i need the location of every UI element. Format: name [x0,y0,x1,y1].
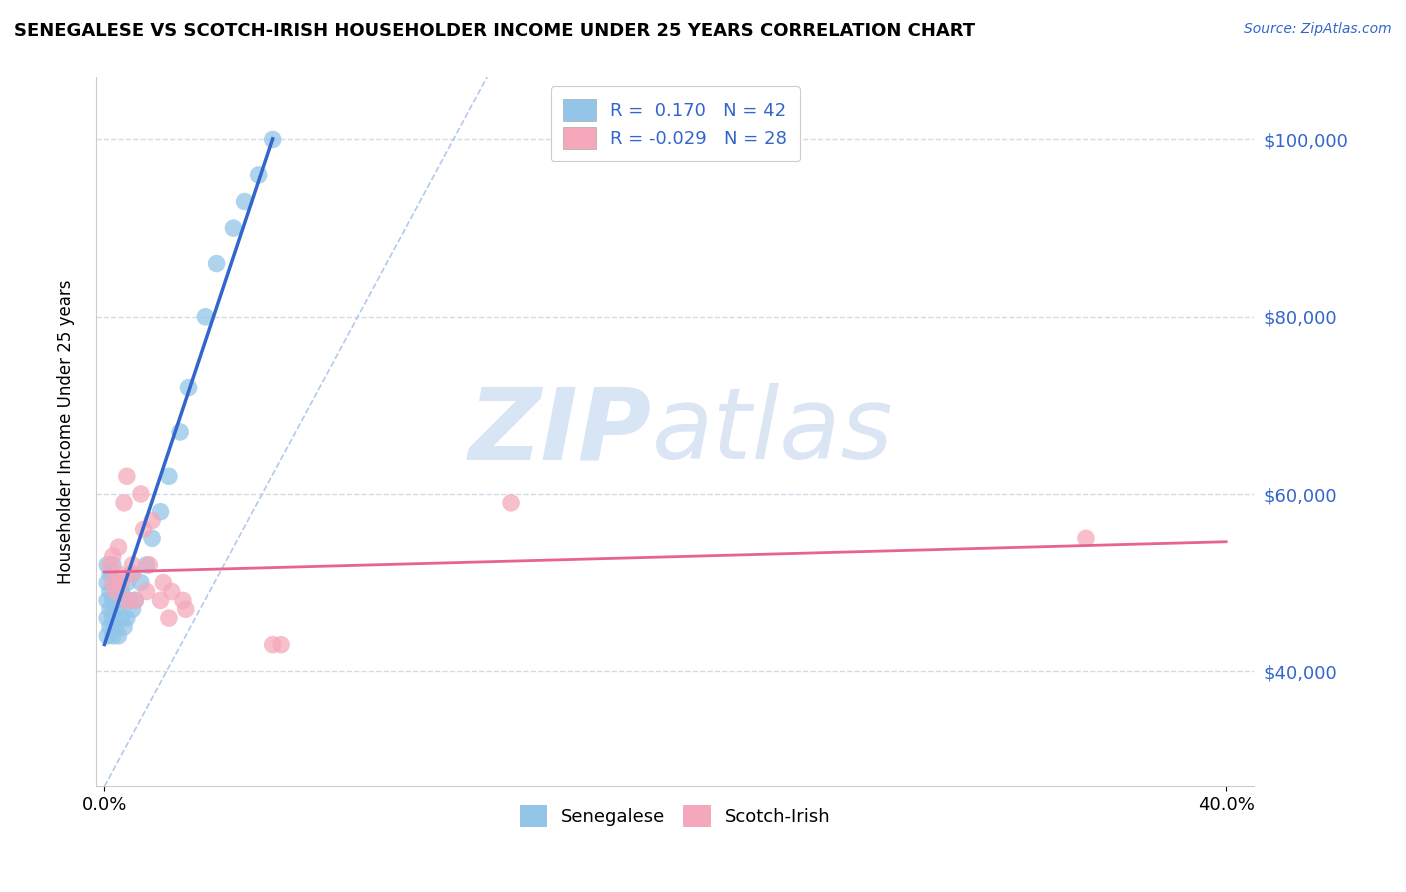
Point [149,505,172,519]
Point [96,575,118,590]
Point [135,558,157,572]
Point [104,575,127,590]
Point [194,310,217,324]
Point [98,620,121,634]
Point [98,558,121,572]
Point [138,558,160,572]
Point [112,620,135,634]
Point [233,194,256,209]
Point [115,593,138,607]
Point [499,496,522,510]
Point [107,593,129,607]
Point [107,575,129,590]
Point [101,593,124,607]
Point [135,584,157,599]
Point [169,425,191,439]
Point [149,593,172,607]
Point [132,523,155,537]
Point [101,549,124,563]
Point [124,593,146,607]
Point [172,593,194,607]
Point [101,558,124,572]
Point [129,575,152,590]
Point [121,566,143,581]
Point [157,611,180,625]
Point [98,566,121,581]
Point [121,566,143,581]
Point [270,638,292,652]
Text: SENEGALESE VS SCOTCH-IRISH HOUSEHOLDER INCOME UNDER 25 YEARS CORRELATION CHART: SENEGALESE VS SCOTCH-IRISH HOUSEHOLDER I… [14,22,976,40]
Point [112,496,135,510]
Point [157,469,180,483]
Point [121,602,143,616]
Point [118,593,141,607]
Point [107,566,129,581]
Point [110,584,132,599]
Text: Source: ZipAtlas.com: Source: ZipAtlas.com [1244,22,1392,37]
Point [107,629,129,643]
Text: atlas: atlas [652,384,894,481]
Point [115,469,138,483]
Point [98,602,121,616]
Point [98,584,121,599]
Point [174,602,197,616]
Point [101,575,124,590]
Point [141,514,163,528]
Point [1074,531,1097,545]
Point [115,611,138,625]
Point [96,593,118,607]
Point [104,584,127,599]
Point [121,558,143,572]
Point [104,620,127,634]
Point [262,638,284,652]
Text: ZIP: ZIP [470,384,652,481]
Point [124,593,146,607]
Point [129,487,152,501]
Point [262,132,284,146]
Point [205,256,228,270]
Point [96,629,118,643]
Legend: Senegalese, Scotch-Irish: Senegalese, Scotch-Irish [512,797,838,834]
Point [141,531,163,545]
Point [107,540,129,554]
Point [112,593,135,607]
Point [110,575,132,590]
Point [152,575,174,590]
Point [115,575,138,590]
Point [222,221,245,235]
Point [110,611,132,625]
Point [177,381,200,395]
Point [247,168,270,182]
Point [160,584,183,599]
Point [101,611,124,625]
Point [101,629,124,643]
Point [96,558,118,572]
Point [96,611,118,625]
Point [104,602,127,616]
Y-axis label: Householder Income Under 25 years: Householder Income Under 25 years [58,280,75,584]
